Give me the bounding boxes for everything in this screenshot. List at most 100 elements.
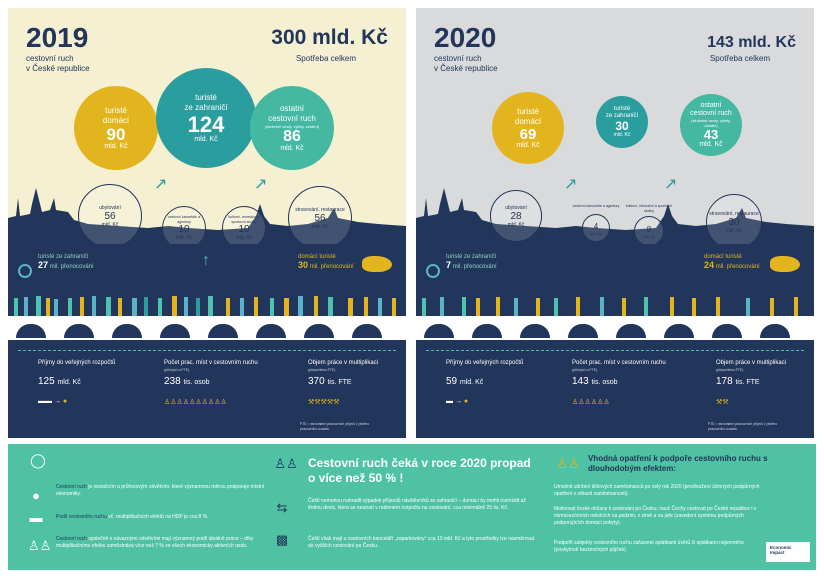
travel-bag-icon: ▩ xyxy=(275,532,289,547)
ring-accommodation: ubytování 28 mld. Kč xyxy=(490,190,542,242)
domestic-tourists: domácí turisté 24 mil. přenocování xyxy=(704,254,760,270)
bubble-domestic-value: 90 xyxy=(106,124,126,144)
labor-icon: ⚒⚒⚒⚒⚒ xyxy=(308,399,340,406)
ring-agencies: cestovní kanceláře a agentury 10 mld. Kč xyxy=(162,206,206,250)
year-subtitle: cestovní ruch v České republice xyxy=(26,54,136,74)
bubble-domestic-label2: domácí xyxy=(514,116,542,126)
foreign-tourists: turisté ze zahraničí 27 mil. přenocování xyxy=(38,254,94,270)
bubble-domestic: turisté domácí 90 mld. Kč xyxy=(74,86,158,170)
globe-icon xyxy=(18,264,32,278)
ring-agencies-value: 4 xyxy=(593,221,599,231)
bubble-foreign-unit: mld. Kč xyxy=(194,136,218,144)
ring-food: stravování, restaurace 56 mld. Kč xyxy=(288,186,352,250)
dashed-divider xyxy=(18,350,396,351)
ring-food-value: 30 xyxy=(728,216,740,228)
bridge-arch xyxy=(568,324,598,338)
ring-agencies-label: cestovní kanceláře a agentury xyxy=(572,204,620,208)
ring-agencies: 4 mld. Kč xyxy=(582,214,610,242)
revenue-unit: mld. Kč xyxy=(459,379,484,386)
mid-text-1: Čeští nemohou nahradit výpadek příjezdů … xyxy=(308,498,526,511)
headline: Cestovní ruch čeká v roce 2020 propad o … xyxy=(308,456,531,485)
bridge-arch xyxy=(760,324,790,338)
work-unit: tis. FTE xyxy=(735,379,760,386)
bottom-summary: ◯ ● Cestovní ruch je iniciačním a průřez… xyxy=(8,444,816,570)
ring-agencies-value: 10 xyxy=(178,224,190,235)
revenue-number: 59 xyxy=(446,376,458,387)
panel-2020: 2020 cestovní ruch v České republice 143… xyxy=(416,8,814,438)
left-text-3-body: společně s návaznými odvětvími mají význ… xyxy=(56,536,254,549)
bubble-domestic-unit: mld. Kč xyxy=(104,143,128,151)
bubble-domestic-unit: mld. Kč xyxy=(516,142,540,150)
ring-culture-unit: mld. Kč xyxy=(643,234,655,239)
logo-line1: Economic xyxy=(770,545,792,550)
left-text-2: Podíl cestovního ruchu vč. multiplikační… xyxy=(56,514,278,521)
jobs-note: (přímých a FTE) xyxy=(572,368,598,372)
domestic-tourists-label: domácí turisté xyxy=(298,254,336,260)
lightbulb-icon: ◯ xyxy=(30,452,46,468)
measure-2: Motivovat české občany k cestování po Če… xyxy=(554,506,757,526)
bridge-arch xyxy=(208,324,238,338)
bridge-arch xyxy=(16,324,46,338)
jobs-label: Počet prac. míst v cestovním ruchu (přímý… xyxy=(164,360,258,374)
bridge-arch xyxy=(424,324,454,338)
ring-culture-unit: mld. Kč xyxy=(235,235,253,241)
arrow-up-icon: ↗ xyxy=(254,176,268,193)
work-number: 370 xyxy=(308,376,325,387)
bridge-arch xyxy=(304,324,334,338)
ring-food: stravování, restaurace 30 mld. Kč xyxy=(706,194,762,250)
bubble-domestic: turisté domácí 69 mld. Kč xyxy=(492,92,564,164)
people-icon: ♙♙ xyxy=(28,538,52,553)
work-value: 178 tis. FTE xyxy=(716,376,760,387)
ring-food-unit: mld. Kč xyxy=(311,223,329,230)
total-spend-label: Spotřeba celkem xyxy=(295,54,356,63)
bubble-foreign-label1: turisté xyxy=(195,92,217,102)
bubble-foreign-label1: turisté xyxy=(613,105,631,112)
year-subtitle: cestovní ruch v České republice xyxy=(434,54,544,74)
bridge-arch xyxy=(112,324,142,338)
crowd-down-icon: ♙♙ xyxy=(274,456,298,471)
total-spend: 143 mld. Kč xyxy=(707,34,796,51)
ring-culture-value: 8 xyxy=(646,224,652,234)
ring-culture: kulturní, rekreační a sportovní služby 1… xyxy=(222,206,266,250)
bubble-foreign: turisté ze zahraničí 124 mld. Kč xyxy=(156,68,256,168)
economic-impact-logo: Economic Impact xyxy=(766,542,810,562)
cash-icon: ▬ xyxy=(29,510,43,525)
arrow-up-icon: ↑ xyxy=(202,252,210,269)
crowd-illustration xyxy=(14,296,396,316)
bubble-other-label2: cestovní ruch xyxy=(268,113,316,123)
domestic-tourists-unit: mil. přenocování xyxy=(715,264,760,270)
bubble-other-note: (služební cesty, výlety, ostatní) xyxy=(691,117,731,128)
subtitle-line2: v České republice xyxy=(434,64,498,73)
jobs-number: 238 xyxy=(164,376,181,387)
ring-food-unit: mld. Kč xyxy=(725,227,743,234)
domestic-tourists-label: domácí turisté xyxy=(704,254,742,260)
work-label-text: Objem práce v multiplikaci xyxy=(308,360,379,366)
left-text-3: Cestovní ruch společně s návaznými odvět… xyxy=(56,536,278,550)
money-to-czech-icon: ▬ → ● xyxy=(446,398,469,405)
ring-accommodation-unit: mld. Kč xyxy=(507,221,525,228)
bubble-other-unit: mld. Kč xyxy=(280,145,304,153)
bubble-other-label2: cestovní ruch xyxy=(690,109,732,117)
work-label-text: Objem práce v multiplikaci xyxy=(716,360,787,366)
foreign-tourists: turisté ze zahraničí 7 mil. přenocování xyxy=(446,254,497,270)
czech-map-icon xyxy=(362,256,392,272)
bridge-arch xyxy=(64,324,94,338)
work-number: 178 xyxy=(716,376,733,387)
navy-band xyxy=(416,244,814,438)
bubble-other-unit: mld. Kč xyxy=(699,141,723,149)
left-text-1-highlight: Cestovní ruch xyxy=(56,484,87,490)
bridge-arch xyxy=(256,324,286,338)
ring-culture-label: kulturní, rekreační a sportovní služby xyxy=(625,204,673,213)
ring-accommodation-value: 56 xyxy=(104,210,116,222)
bridge-arch xyxy=(712,324,742,338)
work-label: Objem práce v multiplikaci (přepočteno FT… xyxy=(716,360,786,374)
work-label: Objem práce v multiplikaci (přepočteno FT… xyxy=(308,360,378,374)
bridge-arch xyxy=(472,324,502,338)
bubble-other: ostatní cestovní ruch (služební cesty, v… xyxy=(250,86,334,170)
work-value: 370 tis. FTE xyxy=(308,376,352,387)
workers-icon: ♙♙♙♙♙♙ xyxy=(572,399,610,406)
foreign-tourists-label: turisté ze zahraničí xyxy=(446,254,497,260)
bubble-foreign-value: 124 xyxy=(187,111,225,137)
bubble-other-value: 43 xyxy=(703,126,719,142)
ring-culture-value: 10 xyxy=(238,224,250,235)
